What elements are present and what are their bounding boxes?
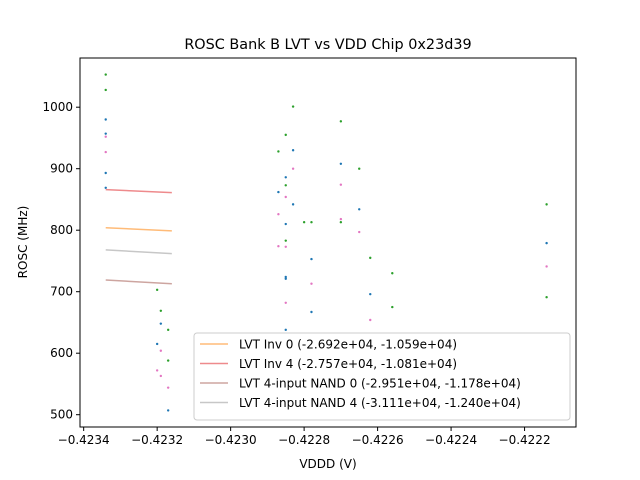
data-point <box>159 309 163 312</box>
data-point <box>166 359 170 362</box>
data-point <box>284 222 287 226</box>
data-point <box>358 208 361 211</box>
data-point <box>277 213 280 216</box>
fit-line <box>105 249 172 255</box>
x-tick-label: −0.4224 <box>425 433 477 447</box>
data-point <box>284 239 287 242</box>
y-tick-label: 500 <box>50 408 73 422</box>
data-point <box>166 328 170 332</box>
legend-label: LVT 4-input NAND 0 (-2.951e+04, -1.178e+… <box>239 377 521 391</box>
data-point <box>284 176 287 179</box>
scatter-points <box>104 73 548 412</box>
data-point <box>391 305 394 309</box>
y-tick-label: 900 <box>50 162 73 176</box>
data-point <box>277 150 280 153</box>
data-point <box>310 221 313 224</box>
data-point <box>339 217 343 221</box>
data-point <box>284 245 287 249</box>
data-point <box>310 257 313 261</box>
data-point <box>166 409 170 412</box>
data-point <box>155 369 159 372</box>
data-point <box>291 203 295 206</box>
data-point <box>159 374 163 378</box>
data-point <box>166 386 170 389</box>
x-tick-label: −0.4230 <box>205 433 257 447</box>
fit-line <box>105 279 172 285</box>
x-tick-label: −0.4234 <box>58 433 110 447</box>
data-point <box>277 244 280 248</box>
data-point <box>339 221 343 224</box>
data-point <box>310 282 313 285</box>
plot-frame <box>79 57 577 428</box>
data-point <box>545 241 548 245</box>
data-point <box>291 105 295 108</box>
data-point <box>339 183 343 186</box>
data-point <box>310 310 313 314</box>
data-point <box>104 118 107 121</box>
legend: LVT Inv 0 (-2.692e+04, -1.059e+04) LVT In… <box>193 332 571 421</box>
legend-label: LVT 4-input NAND 4 (-3.111e+04, -1.240e+… <box>239 396 521 410</box>
data-point <box>284 195 287 199</box>
data-point <box>284 275 287 279</box>
data-point <box>302 221 306 224</box>
data-point <box>291 167 295 170</box>
legend-label: LVT Inv 0 (-2.692e+04, -1.059e+04) <box>239 338 457 352</box>
x-tick-label: −0.4228 <box>278 433 330 447</box>
y-tick-label: 1000 <box>42 100 73 114</box>
y-axis-label: ROSC (MHz) <box>16 206 30 279</box>
data-point <box>104 73 107 76</box>
data-point <box>104 135 107 138</box>
data-point <box>369 292 372 296</box>
data-point <box>339 120 343 123</box>
data-point <box>369 256 372 260</box>
data-point <box>284 133 287 137</box>
y-axis-ticks: 500 600 700 800 900 1000 <box>42 100 80 422</box>
data-point <box>155 342 159 346</box>
data-point <box>104 150 107 154</box>
data-point <box>104 171 107 175</box>
x-tick-label: −0.4232 <box>131 433 183 447</box>
data-point <box>291 149 295 152</box>
data-point <box>159 322 163 325</box>
y-tick-label: 700 <box>50 285 73 299</box>
data-point <box>284 301 287 304</box>
data-point <box>391 272 394 275</box>
data-point <box>545 296 548 299</box>
fit-lines <box>105 188 172 285</box>
chart-title: ROSC Bank B LVT vs VDD Chip 0x23d39 <box>184 37 471 53</box>
x-tick-label: −0.4226 <box>352 433 404 447</box>
fit-line <box>105 226 172 232</box>
fit-line <box>105 188 172 194</box>
y-tick-label: 800 <box>50 223 73 237</box>
legend-box <box>193 332 571 421</box>
data-point <box>159 349 163 352</box>
data-point <box>545 265 548 268</box>
data-point <box>104 186 107 189</box>
data-point <box>104 88 107 92</box>
data-point <box>155 288 159 292</box>
x-tick-label: −0.4222 <box>499 433 551 447</box>
data-point <box>284 277 287 280</box>
data-point <box>104 132 107 135</box>
data-point <box>358 167 361 170</box>
data-point <box>284 184 287 187</box>
data-point <box>358 230 361 234</box>
data-point <box>277 190 280 194</box>
data-point <box>369 318 372 322</box>
data-point <box>339 162 343 165</box>
legend-label: LVT Inv 4 (-2.757e+04, -1.081e+04) <box>239 357 457 371</box>
y-tick-label: 600 <box>50 346 73 360</box>
x-axis-label: VDDD (V) <box>299 457 356 471</box>
data-point <box>545 203 548 206</box>
x-axis-ticks: −0.4234 −0.4232 −0.4230 −0.4228 −0.4226 −0.42… <box>58 427 551 447</box>
data-point <box>284 328 287 332</box>
